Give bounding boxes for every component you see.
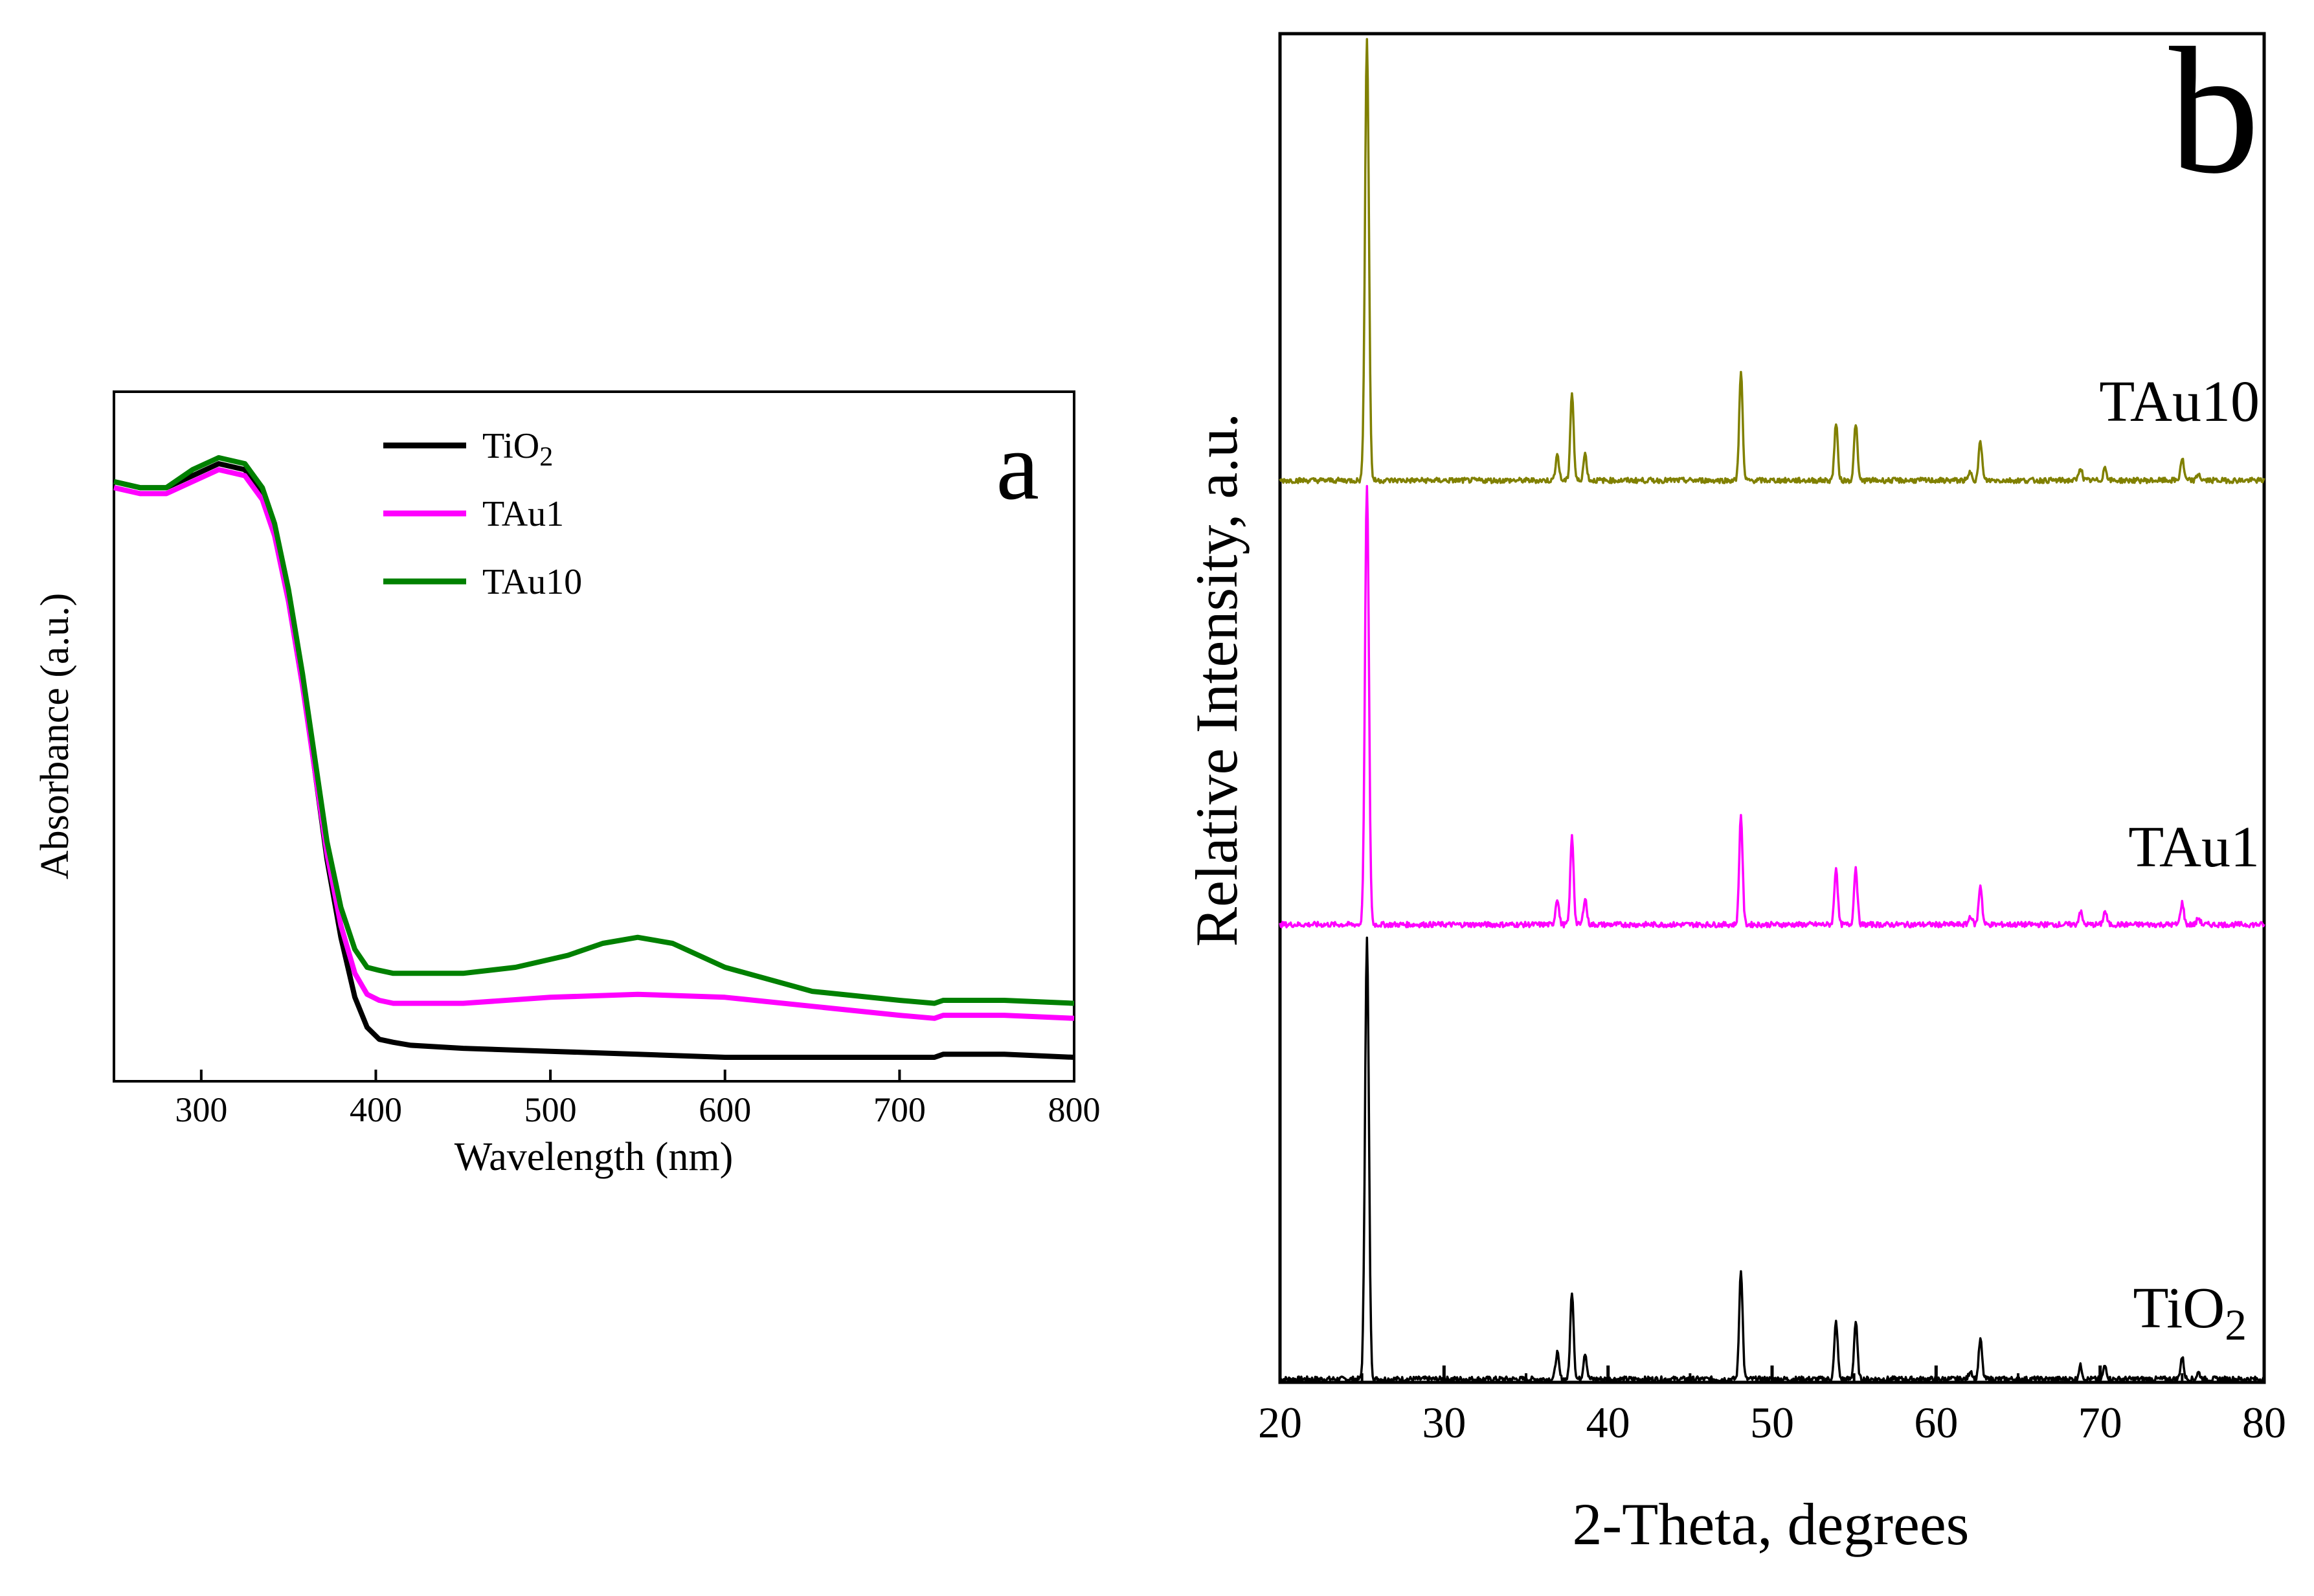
panel-b: 20 30 40 50 60 70 80 TiO2 TAu1 TAu10 b 2-Theta, … — [1184, 10, 2286, 1557]
panel-a-label: a — [996, 412, 1039, 520]
legend-label-tio2-text: TiO — [482, 426, 539, 466]
panel-b-x-tick-label: 60 — [1914, 1398, 1958, 1447]
series-label-tio2-subscript: 2 — [2225, 1301, 2247, 1349]
series-label-tau10: TAu10 — [2099, 370, 2260, 434]
legend-label-tio2: TiO2 — [482, 426, 553, 472]
series-label-tau10-text: TAu10 — [2099, 370, 2260, 434]
panel-a-x-tick-label: 300 — [175, 1090, 227, 1129]
panel-a-x-tick-label: 400 — [350, 1090, 402, 1129]
series-label-tau1-text: TAu1 — [2128, 815, 2260, 879]
panel-a-series-line-tio2 — [113, 461, 1075, 1060]
panel-a-legend: TiO2 TAu1 TAu10 — [383, 426, 582, 602]
panel-a-x-tick-label: 700 — [873, 1090, 926, 1129]
panel-a-x-axis-title: Wavelength (nm) — [455, 1135, 734, 1179]
panel-b-x-ticks: 20 30 40 50 60 70 80 — [1258, 1366, 2286, 1447]
xrd-pattern-tio2 — [1279, 936, 2265, 1383]
panel-b-label: b — [2169, 10, 2260, 211]
panel-b-x-tick-label: 40 — [1586, 1398, 1630, 1447]
panel-a-series — [113, 455, 1075, 1060]
legend-label-tau1: TAu1 — [482, 494, 564, 534]
panel-b-x-tick-label: 70 — [2078, 1398, 2122, 1447]
legend-label-tau10-text: TAu10 — [482, 562, 582, 602]
xrd-pattern-tau1 — [1279, 485, 2265, 928]
legend-label-tau1-text: TAu1 — [482, 494, 564, 534]
panel-a-x-ticks: 300 400 500 600 700 800 — [175, 1070, 1101, 1129]
panel-a-x-tick-label: 800 — [1048, 1090, 1101, 1129]
panel-b-series — [1279, 38, 2265, 1383]
panel-a-plot-frame — [113, 390, 1075, 1083]
panel-a-x-tick-label: 600 — [699, 1090, 751, 1129]
legend-label-tau10: TAu10 — [482, 562, 582, 602]
panel-b-x-tick-label: 80 — [2242, 1398, 2286, 1447]
panel-a-y-axis-title: Absorbance (a.u.) — [33, 593, 77, 879]
panel-b-y-axis-title: Relative Intensity, a.u. — [1184, 413, 1250, 947]
xrd-pattern-tau10 — [1279, 38, 2265, 484]
panel-a-series-line-tau10 — [113, 455, 1075, 1006]
legend-label-tio2-subscript: 2 — [539, 442, 553, 472]
panel-b-x-axis-title: 2-Theta, degrees — [1572, 1491, 1969, 1557]
panel-a-x-tick-label: 500 — [524, 1090, 577, 1129]
panel-b-plot-frame — [1278, 32, 2266, 1384]
series-label-tio2: TiO2 — [2133, 1276, 2247, 1349]
panel-b-series-labels: TiO2 TAu1 TAu10 — [2099, 370, 2260, 1349]
series-label-tio2-text: TiO — [2133, 1276, 2225, 1340]
series-label-tau1: TAu1 — [2128, 815, 2260, 879]
panel-b-x-tick-label: 30 — [1422, 1398, 1466, 1447]
panel-b-x-tick-label: 20 — [1258, 1398, 1302, 1447]
panel-a: 300 400 500 600 700 800 a Wavelength (nm) Abs… — [33, 390, 1101, 1179]
panel-a-series-line-tau1 — [113, 467, 1075, 1021]
panel-b-x-tick-label: 50 — [1750, 1398, 1794, 1447]
